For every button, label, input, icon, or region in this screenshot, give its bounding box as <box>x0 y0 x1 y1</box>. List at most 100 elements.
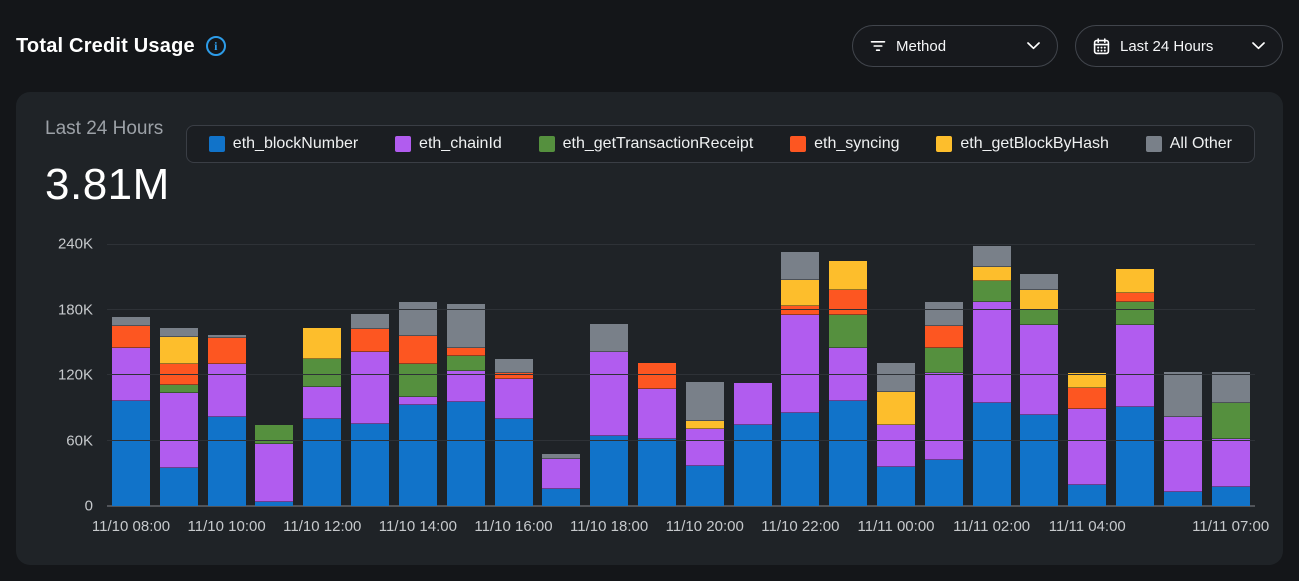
bar-column[interactable] <box>829 244 868 506</box>
bar-segment[interactable] <box>398 301 437 336</box>
bar-segment[interactable] <box>1116 406 1155 506</box>
bar-segment[interactable] <box>924 372 963 461</box>
bar-segment[interactable] <box>351 313 390 330</box>
bar-segment[interactable] <box>1211 487 1250 506</box>
legend-item[interactable]: eth_chainId <box>395 135 502 153</box>
bar-segment[interactable] <box>781 251 820 281</box>
bar-segment[interactable] <box>1068 408 1107 486</box>
bar-segment[interactable] <box>972 246 1011 268</box>
bar-segment[interactable] <box>877 362 915 393</box>
bar-segment[interactable] <box>1020 289 1059 310</box>
bar-column[interactable] <box>590 244 629 506</box>
bar-segment[interactable] <box>1116 293 1155 302</box>
bar-segment[interactable] <box>1116 301 1155 325</box>
bar-segment[interactable] <box>398 396 437 405</box>
bar-segment[interactable] <box>637 439 676 506</box>
bar-segment[interactable] <box>924 460 963 506</box>
bar-segment[interactable] <box>1068 485 1107 506</box>
bar-segment[interactable] <box>637 363 676 390</box>
bar-segment[interactable] <box>1068 372 1107 389</box>
bar-segment[interactable] <box>1020 415 1059 506</box>
bar-segment[interactable] <box>1211 403 1250 440</box>
bar-segment[interactable] <box>542 488 581 506</box>
bar-segment[interactable] <box>924 302 963 327</box>
bar-column[interactable] <box>972 244 1011 506</box>
bar-segment[interactable] <box>494 372 533 380</box>
bar-segment[interactable] <box>207 416 246 506</box>
bar-segment[interactable] <box>972 267 1011 282</box>
bar-segment[interactable] <box>542 459 581 489</box>
bar-segment[interactable] <box>351 352 390 425</box>
bar-column[interactable] <box>1211 244 1250 506</box>
bar-segment[interactable] <box>207 364 246 417</box>
bar-segment[interactable] <box>494 379 533 419</box>
bar-segment[interactable] <box>733 382 772 426</box>
bar-segment[interactable] <box>159 336 198 365</box>
bar-column[interactable] <box>1020 244 1059 506</box>
bar-segment[interactable] <box>972 403 1011 506</box>
bar-segment[interactable] <box>781 280 820 307</box>
bar-segment[interactable] <box>446 402 485 506</box>
bar-segment[interactable] <box>829 401 868 506</box>
bar-segment[interactable] <box>972 301 1011 404</box>
bar-column[interactable] <box>255 244 294 506</box>
bar-column[interactable] <box>733 244 772 506</box>
bar-column[interactable] <box>207 244 246 506</box>
bar-segment[interactable] <box>159 328 198 337</box>
bar-segment[interactable] <box>542 453 581 459</box>
bar-segment[interactable] <box>590 436 629 506</box>
bar-segment[interactable] <box>781 314 820 414</box>
bar-column[interactable] <box>351 244 390 506</box>
bar-segment[interactable] <box>877 392 915 426</box>
bar-segment[interactable] <box>877 425 915 467</box>
bar-segment[interactable] <box>446 304 485 348</box>
bar-segment[interactable] <box>733 425 772 506</box>
bar-column[interactable] <box>924 244 963 506</box>
bar-segment[interactable] <box>255 425 294 444</box>
bar-segment[interactable] <box>159 392 198 468</box>
legend-item[interactable]: eth_getTransactionReceipt <box>538 135 753 153</box>
bar-segment[interactable] <box>1163 371 1202 417</box>
bar-column[interactable] <box>637 244 676 506</box>
bar-segment[interactable] <box>159 467 198 506</box>
bar-column[interactable] <box>542 244 581 506</box>
bar-segment[interactable] <box>924 347 963 373</box>
bar-segment[interactable] <box>398 335 437 365</box>
bar-segment[interactable] <box>781 413 820 506</box>
bar-segment[interactable] <box>303 387 342 419</box>
bar-column[interactable] <box>446 244 485 506</box>
bar-segment[interactable] <box>398 364 437 397</box>
bar-segment[interactable] <box>1163 491 1202 506</box>
bar-column[interactable] <box>685 244 724 506</box>
bar-column[interactable] <box>877 244 915 506</box>
bar-segment[interactable] <box>112 317 150 326</box>
bar-segment[interactable] <box>1211 439 1250 488</box>
bar-segment[interactable] <box>972 281 1011 302</box>
bar-segment[interactable] <box>446 356 485 371</box>
bar-segment[interactable] <box>255 443 294 502</box>
bar-segment[interactable] <box>1020 324 1059 416</box>
bar-segment[interactable] <box>351 424 390 506</box>
bar-segment[interactable] <box>303 358 342 388</box>
legend-item[interactable]: All Other <box>1145 135 1232 153</box>
bar-segment[interactable] <box>685 420 724 429</box>
bar-segment[interactable] <box>685 465 724 506</box>
bar-segment[interactable] <box>829 261 868 290</box>
bar-segment[interactable] <box>685 381 724 421</box>
bar-segment[interactable] <box>1163 416 1202 492</box>
bar-segment[interactable] <box>398 404 437 506</box>
bar-column[interactable] <box>494 244 533 506</box>
bar-segment[interactable] <box>1020 309 1059 325</box>
bar-segment[interactable] <box>685 428 724 466</box>
bar-segment[interactable] <box>207 337 246 365</box>
bar-segment[interactable] <box>112 325 150 348</box>
bar-segment[interactable] <box>351 329 390 353</box>
bar-segment[interactable] <box>1211 371 1250 404</box>
bar-column[interactable] <box>303 244 342 506</box>
bar-segment[interactable] <box>112 401 150 506</box>
method-filter-button[interactable]: Method <box>852 25 1058 67</box>
bar-segment[interactable] <box>590 352 629 437</box>
bar-column[interactable] <box>398 244 437 506</box>
bar-segment[interactable] <box>1116 269 1155 294</box>
bar-segment[interactable] <box>924 326 963 348</box>
